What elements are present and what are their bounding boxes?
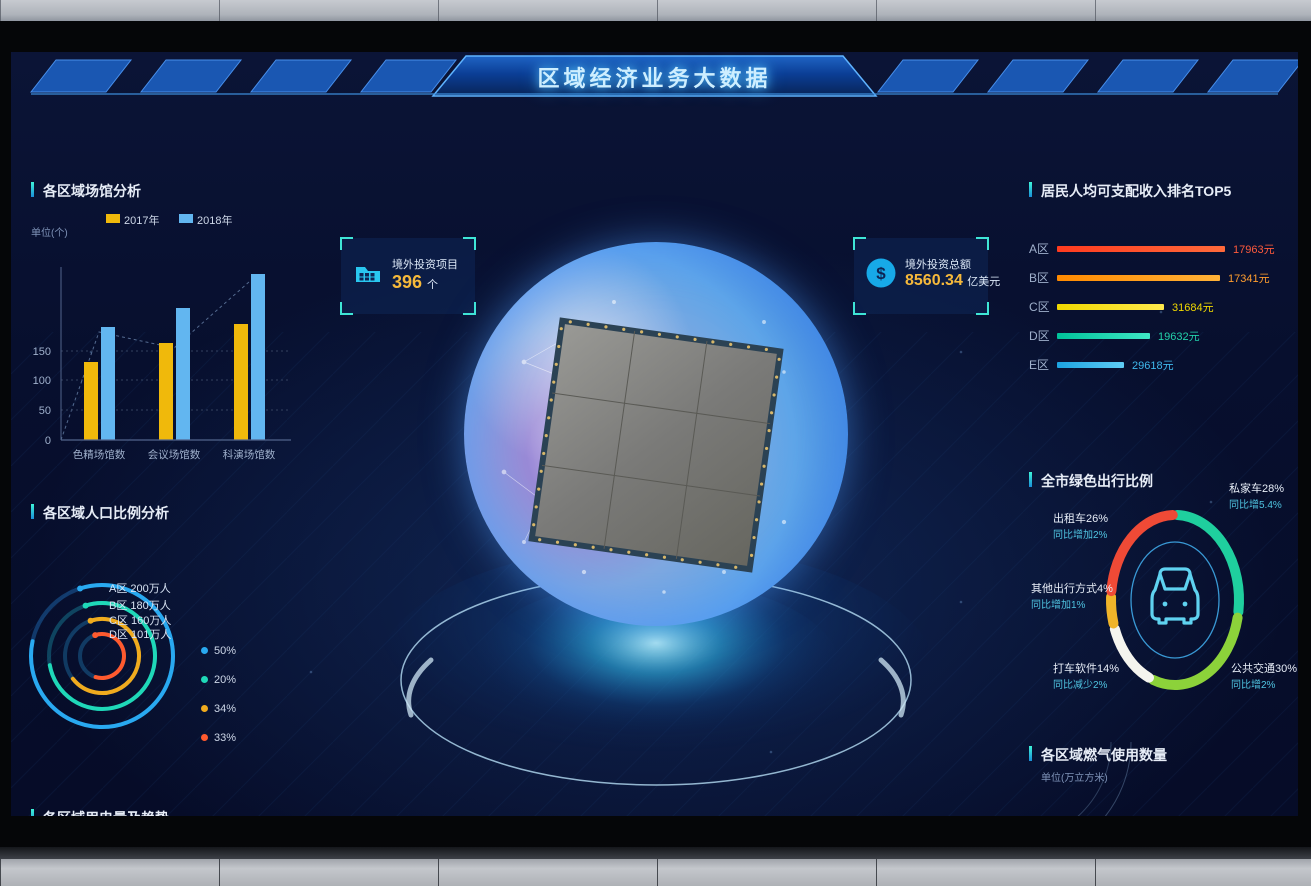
svg-text:科演场馆数: 科演场馆数	[223, 448, 276, 461]
svg-text:$: $	[876, 264, 886, 283]
svg-text:色精场馆数: 色精场馆数	[73, 448, 126, 461]
svg-text:100: 100	[33, 375, 51, 387]
svg-text:会议场馆数: 会议场馆数	[148, 448, 201, 461]
svg-text:150: 150	[33, 346, 51, 358]
svg-text:A区 200万人: A区 200万人	[109, 582, 171, 595]
svg-text:B区 180万人: B区 180万人	[109, 599, 171, 612]
svg-text:50: 50	[39, 405, 51, 417]
svg-text:D区 101万人: D区 101万人	[109, 628, 171, 641]
svg-text:0: 0	[45, 435, 51, 447]
svg-text:C区 160万人: C区 160万人	[109, 614, 171, 627]
